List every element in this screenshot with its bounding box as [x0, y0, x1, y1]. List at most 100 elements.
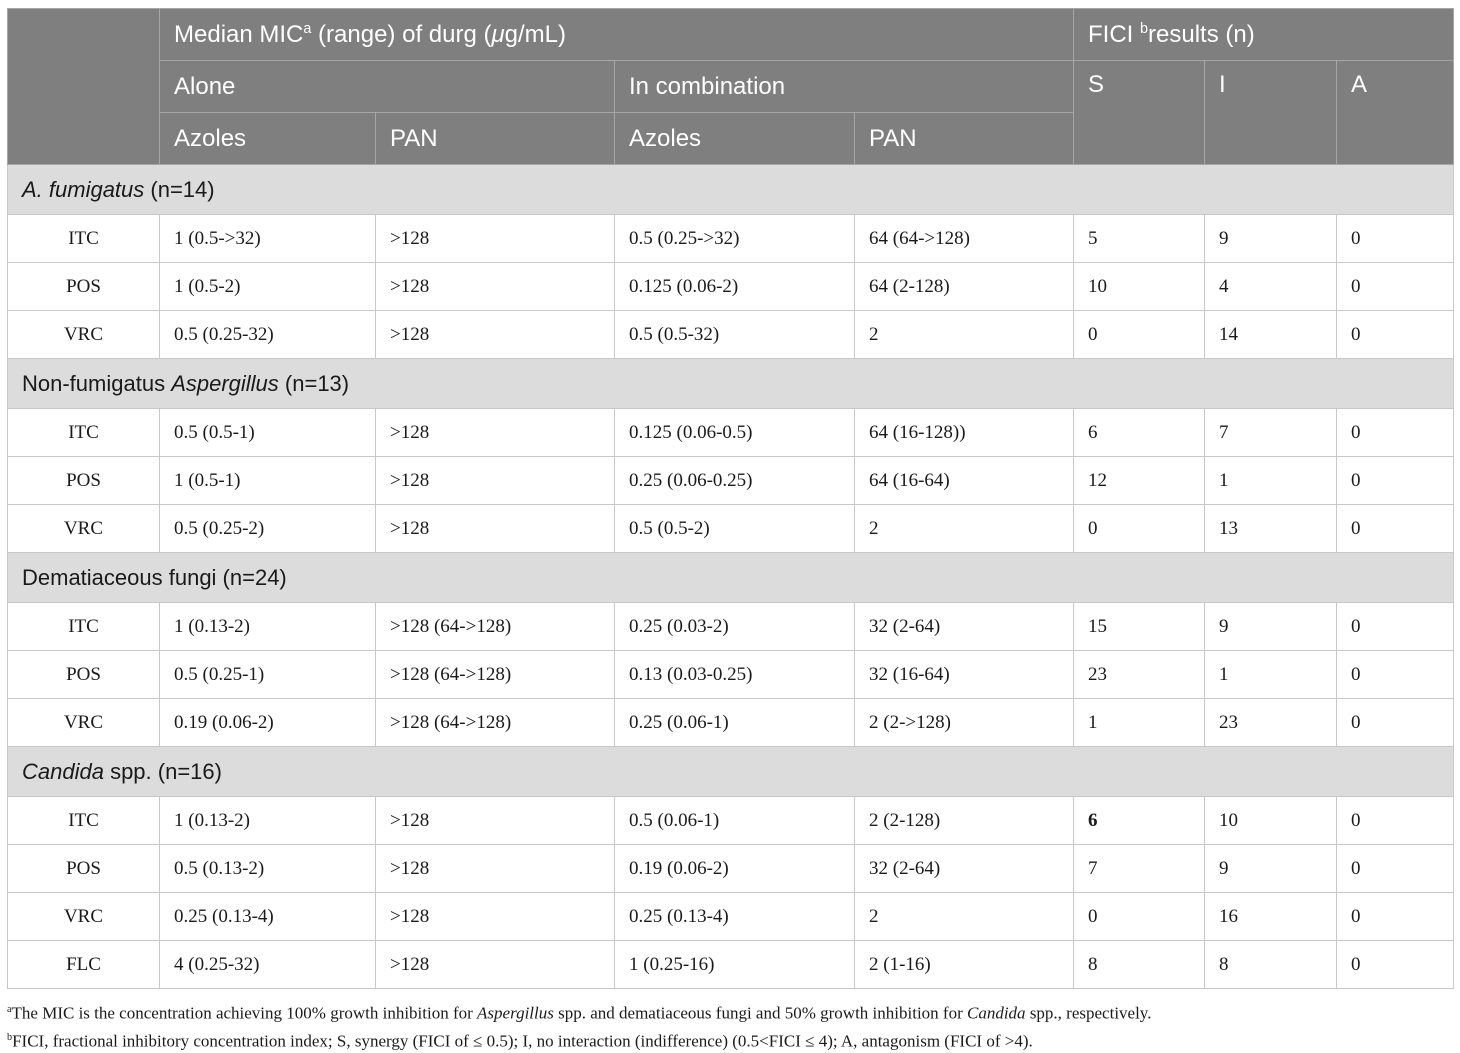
i-cell: 1	[1204, 650, 1337, 699]
comb-pan-cell: 2	[854, 504, 1074, 553]
i-cell: 16	[1204, 892, 1337, 941]
group-label: Candida spp. (n=16)	[6, 746, 1455, 797]
alone-pan-cell: >128	[375, 456, 615, 505]
s-cell: 8	[1073, 940, 1205, 989]
drug-cell: VRC	[7, 892, 160, 941]
alone-pan-cell: >128	[375, 844, 615, 893]
alone-azoles-cell: 0.5 (0.5-1)	[159, 408, 376, 457]
i-cell: 7	[1204, 408, 1337, 457]
table-row: ITC 1 (0.13-2) >128 0.5 (0.06-1) 2 (2-128) 6 1…	[7, 796, 1455, 845]
s-cell: 5	[1073, 214, 1205, 263]
alone-pan-cell: >128	[375, 504, 615, 553]
comb-pan-cell: 64 (16-64)	[854, 456, 1074, 505]
s-cell: 12	[1073, 456, 1205, 505]
comb-pan-cell: 64 (2-128)	[854, 262, 1074, 311]
header-fici-results: FICI bresults (n)	[1072, 8, 1455, 61]
drug-cell: ITC	[7, 602, 160, 651]
header-s: S	[1073, 60, 1205, 165]
a-cell: 0	[1335, 504, 1455, 553]
i-cell: 9	[1204, 844, 1337, 893]
s-cell: 6	[1073, 796, 1205, 845]
table-row: VRC 0.5 (0.25-2) >128 0.5 (0.5-2) 2 0 13 0	[7, 504, 1455, 553]
drug-cell: ITC	[7, 408, 160, 457]
comb-pan-cell: 2 (2-128)	[854, 796, 1074, 845]
comb-azoles-cell: 0.25 (0.06-1)	[614, 698, 855, 747]
s-cell: 0	[1073, 504, 1205, 553]
alone-azoles-cell: 1 (0.5-2)	[159, 262, 376, 311]
comb-pan-cell: 2 (1-16)	[854, 940, 1074, 989]
alone-azoles-cell: 1 (0.5->32)	[159, 214, 376, 263]
drug-cell: POS	[7, 262, 160, 311]
a-cell: 0	[1335, 650, 1455, 699]
drug-cell: VRC	[7, 504, 160, 553]
table-row: ITC 1 (0.13-2) >128 (64->128) 0.25 (0.03-2)…	[7, 602, 1455, 651]
i-cell: 13	[1204, 504, 1337, 553]
table-row: FLC 4 (0.25-32) >128 1 (0.25-16) 2 (1-16) 8 8 0	[7, 940, 1455, 989]
alone-azoles-cell: 0.25 (0.13-4)	[159, 892, 376, 941]
comb-azoles-cell: 0.5 (0.25->32)	[614, 214, 855, 263]
comb-azoles-cell: 0.19 (0.06-2)	[614, 844, 855, 893]
i-cell: 23	[1204, 698, 1337, 747]
i-cell: 8	[1204, 940, 1337, 989]
header-alone: Alone	[159, 60, 615, 113]
alone-azoles-cell: 1 (0.5-1)	[159, 456, 376, 505]
table-row: POS 0.5 (0.25-1) >128 (64->128) 0.13 (0.03-…	[7, 650, 1455, 699]
a-cell: 0	[1335, 796, 1455, 845]
alone-pan-cell: >128 (64->128)	[375, 650, 615, 699]
comb-azoles-cell: 0.25 (0.06-0.25)	[614, 456, 855, 505]
table-container: Median MICa (range) of durg (μg/mL) FICI…	[6, 8, 1455, 1053]
a-cell: 0	[1335, 456, 1455, 505]
header-i: I	[1204, 60, 1337, 165]
alone-azoles-cell: 1 (0.13-2)	[159, 796, 376, 845]
comb-pan-cell: 32 (2-64)	[854, 844, 1074, 893]
alone-azoles-cell: 0.19 (0.06-2)	[159, 698, 376, 747]
comb-pan-cell: 64 (64->128)	[854, 214, 1074, 263]
a-cell: 0	[1335, 408, 1455, 457]
alone-pan-cell: >128	[375, 408, 615, 457]
s-cell: 0	[1073, 310, 1205, 359]
alone-pan-cell: >128	[375, 214, 615, 263]
header-comb-pan: PAN	[854, 112, 1074, 165]
comb-azoles-cell: 0.25 (0.13-4)	[614, 892, 855, 941]
group-row: Candida spp. (n=16)	[6, 746, 1455, 797]
alone-pan-cell: >128	[375, 310, 615, 359]
s-cell: 0	[1073, 892, 1205, 941]
table-row: VRC 0.25 (0.13-4) >128 0.25 (0.13-4) 2 0 16 0	[7, 892, 1455, 941]
i-cell: 14	[1204, 310, 1337, 359]
i-cell: 4	[1204, 262, 1337, 311]
drug-cell: ITC	[7, 796, 160, 845]
comb-pan-cell: 64 (16-128))	[854, 408, 1074, 457]
alone-azoles-cell: 0.5 (0.13-2)	[159, 844, 376, 893]
header-median-mic: Median MICa (range) of durg (μg/mL)	[159, 8, 1074, 61]
comb-pan-cell: 32 (16-64)	[854, 650, 1074, 699]
table-row: POS 0.5 (0.13-2) >128 0.19 (0.06-2) 32 (2-64…	[7, 844, 1455, 893]
comb-azoles-cell: 0.125 (0.06-0.5)	[614, 408, 855, 457]
header-alone-azoles: Azoles	[159, 112, 376, 165]
comb-pan-cell: 2	[854, 892, 1074, 941]
alone-pan-cell: >128	[375, 940, 615, 989]
comb-azoles-cell: 1 (0.25-16)	[614, 940, 855, 989]
drug-cell: FLC	[7, 940, 160, 989]
i-cell: 9	[1204, 214, 1337, 263]
a-cell: 0	[1335, 214, 1455, 263]
comb-azoles-cell: 0.13 (0.03-0.25)	[614, 650, 855, 699]
table-body: A. fumigatus (n=14) ITC 1 (0.5->32) >128 0.…	[6, 164, 1455, 989]
s-cell: 10	[1073, 262, 1205, 311]
drug-cell: VRC	[7, 698, 160, 747]
table-header: Median MICa (range) of durg (μg/mL) FICI…	[7, 8, 1455, 165]
a-cell: 0	[1335, 940, 1455, 989]
header-in-combination: In combination	[614, 60, 1074, 113]
a-cell: 0	[1335, 698, 1455, 747]
header-alone-pan: PAN	[375, 112, 615, 165]
drug-cell: POS	[7, 844, 160, 893]
i-cell: 9	[1204, 602, 1337, 651]
header-corner-cell	[7, 8, 160, 165]
comb-azoles-cell: 0.5 (0.5-2)	[614, 504, 855, 553]
s-cell: 6	[1073, 408, 1205, 457]
a-cell: 0	[1335, 602, 1455, 651]
group-row: Dematiaceous fungi (n=24)	[6, 552, 1455, 603]
drug-cell: POS	[7, 456, 160, 505]
group-label: Dematiaceous fungi (n=24)	[6, 552, 1455, 603]
i-cell: 1	[1204, 456, 1337, 505]
alone-pan-cell: >128	[375, 262, 615, 311]
